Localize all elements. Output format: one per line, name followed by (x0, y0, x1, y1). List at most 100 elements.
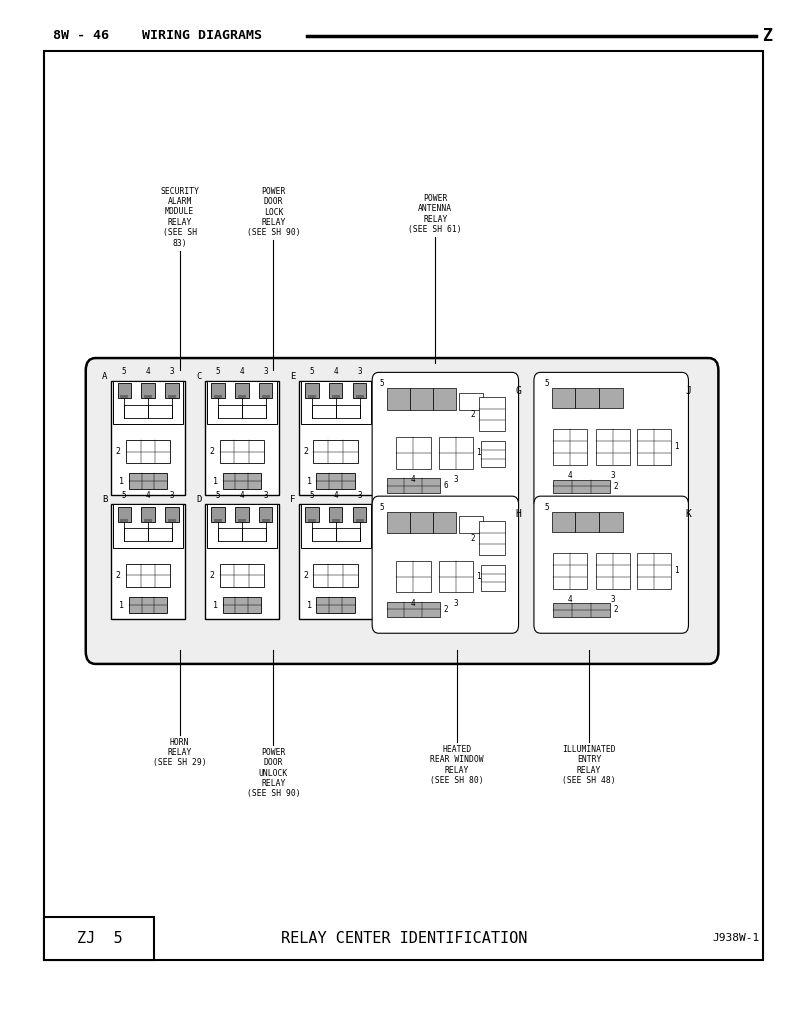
Text: F: F (290, 495, 295, 504)
Bar (599, 512, 623, 532)
Bar (235, 383, 248, 398)
Text: HEATED
REAR WINDOW
RELAY
(SEE SH 80): HEATED REAR WINDOW RELAY (SEE SH 80) (430, 745, 484, 785)
Bar (305, 506, 319, 522)
Bar (144, 395, 152, 398)
Text: 1: 1 (119, 601, 124, 610)
Bar (459, 517, 483, 533)
Bar (222, 597, 261, 613)
Text: 1: 1 (213, 601, 218, 610)
Text: 1: 1 (674, 443, 679, 451)
Text: 2: 2 (303, 571, 308, 580)
Bar (235, 506, 248, 522)
Bar (332, 519, 340, 522)
Bar (438, 561, 473, 592)
Text: E: E (290, 371, 295, 381)
Bar (301, 381, 371, 425)
Bar (308, 395, 316, 398)
Bar (553, 480, 610, 493)
Text: 3: 3 (170, 367, 174, 376)
Bar (207, 504, 277, 548)
Text: D: D (196, 495, 201, 504)
Text: POWER
DOOR
UNLOCK
RELAY
(SEE SH 90): POWER DOOR UNLOCK RELAY (SEE SH 90) (247, 748, 300, 798)
Bar (44, 917, 154, 960)
Text: 5: 5 (379, 379, 384, 388)
Text: 1: 1 (307, 601, 311, 610)
FancyBboxPatch shape (86, 358, 718, 664)
Text: 3: 3 (358, 367, 362, 376)
Bar (205, 504, 279, 619)
Bar (165, 383, 179, 398)
Bar (129, 597, 167, 613)
Bar (329, 383, 342, 398)
Bar (259, 383, 273, 398)
Bar (111, 504, 185, 619)
Bar (552, 512, 575, 532)
Bar (637, 552, 671, 589)
Bar (113, 504, 183, 548)
FancyBboxPatch shape (372, 372, 519, 509)
Text: 4: 4 (568, 595, 573, 604)
Bar (438, 437, 473, 469)
Text: 6: 6 (443, 481, 448, 490)
Bar (125, 564, 171, 587)
Text: 1: 1 (674, 567, 679, 575)
Text: H: H (515, 509, 521, 520)
Bar (129, 474, 167, 489)
Bar (125, 440, 171, 463)
Bar (396, 561, 430, 592)
Text: 2: 2 (116, 571, 121, 580)
Bar (238, 395, 246, 398)
Text: 2: 2 (613, 606, 617, 615)
Bar (222, 474, 261, 489)
Bar (575, 512, 599, 532)
Bar (575, 388, 599, 408)
Text: B: B (102, 495, 108, 504)
Bar (316, 474, 355, 489)
Bar (459, 393, 483, 409)
Bar (332, 395, 340, 398)
Bar (144, 519, 152, 522)
Text: WIRING DIAGRAMS: WIRING DIAGRAMS (142, 30, 261, 42)
Text: 3: 3 (454, 598, 459, 608)
Text: 4: 4 (146, 491, 150, 500)
Text: 5: 5 (379, 502, 384, 512)
Text: 1: 1 (119, 477, 124, 486)
Bar (111, 381, 185, 495)
Bar (167, 519, 176, 522)
Text: 1: 1 (213, 477, 218, 486)
Bar (479, 522, 506, 555)
Bar (387, 388, 409, 409)
Text: 3: 3 (358, 491, 362, 500)
Bar (355, 519, 363, 522)
Bar (211, 383, 225, 398)
Bar (301, 504, 371, 548)
Text: 5: 5 (310, 491, 314, 500)
Bar (329, 506, 342, 522)
Text: 2: 2 (210, 447, 214, 456)
Text: A: A (102, 371, 108, 381)
FancyBboxPatch shape (534, 496, 688, 633)
Bar (142, 506, 155, 522)
Bar (121, 395, 129, 398)
Text: 1: 1 (307, 477, 311, 486)
Text: 5: 5 (122, 491, 126, 500)
Bar (261, 395, 269, 398)
Bar (409, 512, 433, 533)
Bar (481, 441, 506, 468)
Bar (214, 519, 222, 522)
Bar (313, 440, 358, 463)
Bar (299, 504, 373, 619)
Bar (113, 381, 183, 425)
FancyBboxPatch shape (534, 372, 688, 509)
Text: 4: 4 (239, 491, 244, 500)
Text: 5: 5 (544, 502, 549, 512)
Bar (44, 51, 763, 960)
Bar (387, 512, 409, 533)
Text: 2: 2 (471, 534, 476, 542)
Text: 3: 3 (264, 367, 268, 376)
Bar (552, 388, 575, 408)
Bar (433, 512, 456, 533)
Bar (142, 383, 155, 398)
Text: 3: 3 (610, 472, 615, 480)
Text: 2: 2 (116, 447, 121, 456)
